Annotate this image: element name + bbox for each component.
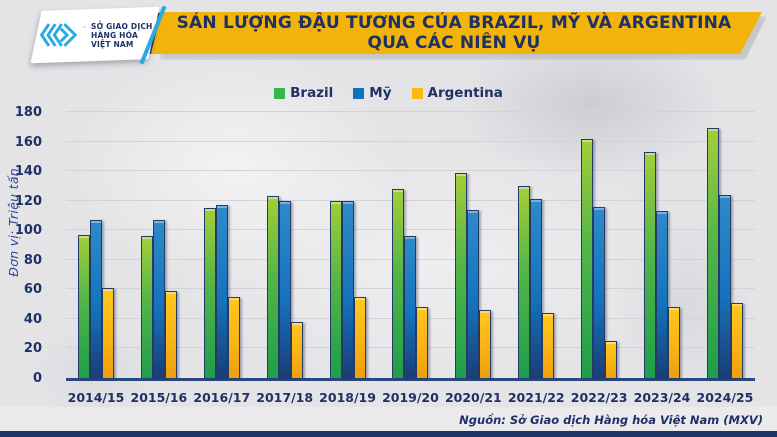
bar-Argentina-2022/23	[605, 341, 618, 378]
bar-Argentina-2015/16	[164, 290, 177, 378]
legend: Brazil Mỹ Argentina	[0, 85, 777, 101]
bar-group-2017/18: 2017/18	[256, 196, 313, 405]
bar-Mỹ-2019/20	[404, 236, 417, 378]
bar-group-2019/20: 2019/20	[382, 188, 439, 405]
chart-title-line1: SẢN LƯỢNG ĐẬU TƯƠNG CỦA BRAZIL, MỸ VÀ AR…	[176, 13, 732, 33]
bar-groups: 2014/15 2015/16 2016/17 2017/18 2018/19 2019/…	[66, 105, 755, 405]
bar-group-2024/25: 2024/25	[697, 128, 753, 405]
y-tick-120: 120	[14, 193, 42, 209]
x-tick-2018/19: 2018/19	[319, 390, 376, 405]
legend-swatch-Brazil	[274, 87, 286, 99]
x-tick-2016/17: 2016/17	[193, 390, 251, 405]
x-tick-2015/16: 2015/16	[130, 390, 188, 405]
bar-Argentina-2020/21	[479, 310, 492, 378]
logo-org-line3: VIỆT NAM	[90, 39, 134, 49]
bar-Mỹ-2023/24	[656, 211, 669, 378]
bar-Mỹ-2024/25	[718, 194, 731, 378]
y-tick-160: 160	[14, 134, 42, 150]
bar-Brazil-2020/21	[455, 172, 468, 378]
y-tick-140: 140	[14, 164, 42, 180]
bar-Mỹ-2016/17	[215, 205, 228, 378]
legend-item-Argentina: Argentina	[411, 85, 503, 101]
source-credit: Nguồn: Sở Giao dịch Hàng hóa Việt Nam (M…	[459, 413, 763, 427]
bar-Brazil-2021/22	[518, 185, 531, 378]
x-tick-2019/20: 2019/20	[382, 390, 439, 405]
bar-Argentina-2024/25	[730, 302, 743, 378]
logo-org-line2: HÀNG HÓA	[90, 30, 138, 40]
bar-Argentina-2017/18	[290, 321, 303, 378]
bar-Brazil-2016/17	[203, 208, 216, 378]
bar-Mỹ-2021/22	[530, 199, 543, 378]
x-tick-2017/18: 2017/18	[256, 390, 314, 405]
y-axis-labels: 0 20 40 60 80 100 120 140 160 180	[0, 105, 56, 386]
bar-Mỹ-2018/19	[341, 200, 354, 378]
x-tick-2021/22: 2021/22	[507, 390, 565, 405]
y-tick-180: 180	[14, 105, 42, 120]
legend-label-Mỹ: Mỹ	[369, 85, 392, 101]
y-tick-80: 80	[23, 252, 42, 268]
bar-Argentina-2014/15	[102, 287, 114, 378]
bar-group-2018/19: 2018/19	[319, 200, 376, 405]
plot: 2014/15 2015/16 2016/17 2017/18 2018/19 2019/…	[66, 105, 755, 405]
bar-group-2015/16: 2015/16	[131, 219, 187, 405]
bar-Brazil-2024/25	[706, 128, 719, 378]
x-tick-2022/23: 2022/23	[570, 390, 628, 405]
x-tick-2024/25: 2024/25	[696, 390, 754, 405]
bar-group-2023/24: 2023/24	[634, 151, 690, 405]
legend-label-Brazil: Brazil	[290, 85, 334, 101]
bar-Argentina-2019/20	[416, 307, 429, 378]
bar-group-2016/17: 2016/17	[193, 205, 250, 405]
bar-Mỹ-2020/21	[467, 209, 480, 378]
bar-Mỹ-2022/23	[593, 206, 606, 378]
mxv-logo-inner: ™ SỞ GIAO DỊCH HÀNG HÓA VIỆT NAM	[38, 21, 153, 49]
mxv-logo-text: SỞ GIAO DỊCH HÀNG HÓA VIỆT NAM	[91, 22, 153, 49]
bar-group-2021/22: 2021/22	[508, 185, 565, 405]
bar-Brazil-2017/18	[266, 196, 279, 378]
trademark-symbol: ™	[81, 26, 87, 32]
mxv-diamond-chevron-icon	[39, 23, 78, 47]
bar-group-2022/23: 2022/23	[571, 138, 628, 405]
bar-Brazil-2022/23	[581, 138, 594, 378]
bar-Mỹ-2017/18	[278, 200, 291, 378]
bar-Brazil-2023/24	[644, 151, 657, 378]
x-tick-2014/15: 2014/15	[67, 390, 125, 405]
y-tick-40: 40	[23, 311, 42, 327]
x-tick-2020/21: 2020/21	[444, 390, 502, 405]
y-tick-20: 20	[23, 341, 42, 357]
bar-Brazil-2014/15	[78, 234, 90, 378]
mxv-logo-card: ™ SỞ GIAO DỊCH HÀNG HÓA VIỆT NAM	[30, 6, 160, 64]
legend-item-Mỹ: Mỹ	[353, 85, 392, 101]
bottom-navy-bar	[0, 431, 777, 437]
legend-swatch-Mỹ	[353, 87, 365, 99]
footer-strip	[0, 407, 777, 431]
bar-group-2020/21: 2020/21	[445, 172, 502, 405]
bar-Brazil-2019/20	[392, 188, 405, 378]
bar-Argentina-2018/19	[353, 296, 366, 378]
bar-Mỹ-2015/16	[152, 219, 165, 378]
bar-Argentina-2021/22	[542, 312, 555, 378]
y-tick-100: 100	[14, 223, 42, 239]
y-tick-0: 0	[32, 371, 42, 386]
logo-org-line1: SỞ GIAO DỊCH	[90, 21, 153, 31]
bar-Argentina-2016/17	[227, 296, 240, 378]
bar-Argentina-2023/24	[668, 307, 681, 378]
legend-item-Brazil: Brazil	[274, 85, 333, 101]
y-tick-60: 60	[23, 282, 42, 298]
bar-Brazil-2015/16	[140, 236, 153, 378]
title-banner: SẢN LƯỢNG ĐẬU TƯƠNG CỦA BRAZIL, MỸ VÀ AR…	[146, 12, 762, 54]
legend-label-Argentina: Argentina	[427, 85, 503, 101]
bar-group-2014/15: 2014/15	[68, 219, 124, 405]
bar-Mỹ-2014/15	[90, 219, 102, 378]
bar-Brazil-2018/19	[329, 200, 342, 378]
chart-title-line2: QUA CÁC NIÊN VỤ	[367, 33, 541, 53]
legend-swatch-Argentina	[411, 87, 423, 99]
x-tick-2023/24: 2023/24	[633, 390, 691, 405]
